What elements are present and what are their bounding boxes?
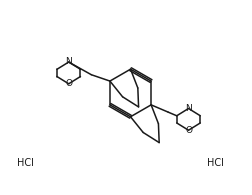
Text: O: O bbox=[185, 126, 192, 135]
Text: N: N bbox=[65, 57, 72, 66]
Text: HCl: HCl bbox=[207, 158, 224, 168]
Text: O: O bbox=[65, 79, 72, 88]
Text: HCl: HCl bbox=[17, 158, 34, 168]
Text: N: N bbox=[185, 104, 192, 113]
